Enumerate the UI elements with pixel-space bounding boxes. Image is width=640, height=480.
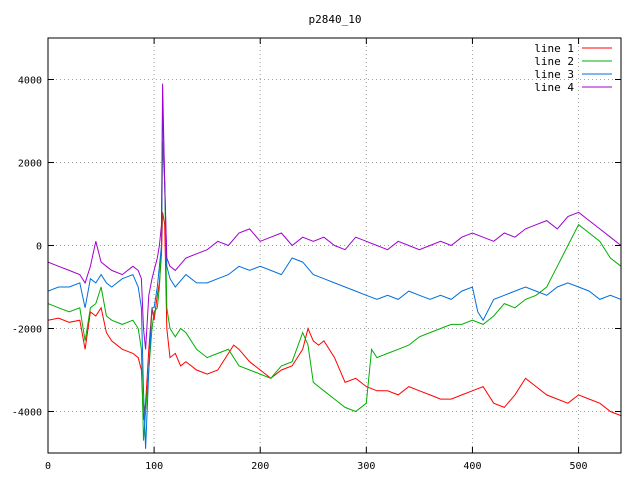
series-line-2 bbox=[48, 141, 621, 441]
series-layer bbox=[48, 83, 621, 449]
legend-label: line 1 bbox=[534, 42, 574, 55]
x-tick-label: 0 bbox=[45, 461, 51, 472]
series-line-4 bbox=[48, 83, 621, 350]
legend-label: line 3 bbox=[534, 68, 574, 81]
x-tick-label: 200 bbox=[251, 461, 269, 472]
legend-label: line 2 bbox=[534, 55, 574, 68]
x-tick-label: 500 bbox=[570, 461, 588, 472]
chart-title: p2840_10 bbox=[309, 13, 362, 26]
series-line-1 bbox=[48, 212, 621, 420]
y-tick-label: 4000 bbox=[18, 76, 42, 87]
x-tick-label: 400 bbox=[463, 461, 481, 472]
x-tick-label: 300 bbox=[357, 461, 375, 472]
y-tick-label: -4000 bbox=[12, 408, 42, 419]
x-tick-label: 100 bbox=[145, 461, 163, 472]
series-line-3 bbox=[48, 100, 621, 449]
y-tick-label: 2000 bbox=[18, 159, 42, 170]
y-tick-label: -2000 bbox=[12, 325, 42, 336]
y-tick-label: 0 bbox=[36, 242, 42, 253]
legend-label: line 4 bbox=[534, 81, 574, 94]
axis-ticks: 0 100 200 300 400 500 -4000 -2000 0 2000 4000 bbox=[12, 38, 621, 472]
